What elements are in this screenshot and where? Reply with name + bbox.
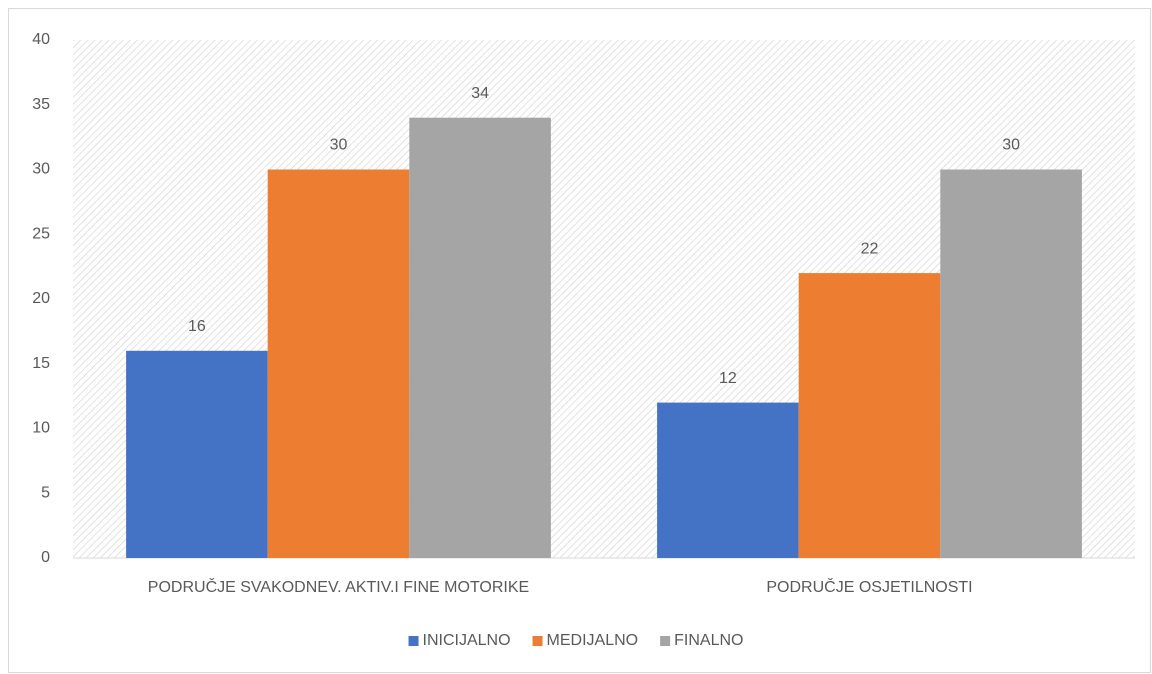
data-label: 22 bbox=[861, 240, 879, 257]
x-tick-label: PODRUČJE OSJETILNOSTI bbox=[766, 577, 972, 596]
bar bbox=[940, 169, 1082, 558]
data-label: 30 bbox=[1002, 137, 1020, 154]
bar bbox=[657, 402, 799, 558]
x-tick-label: PODRUČJE SVAKODNEV. AKTIV.I FINE MOTORIK… bbox=[148, 577, 529, 596]
bar bbox=[126, 350, 268, 558]
data-label: 16 bbox=[188, 318, 206, 335]
y-tick-label: 5 bbox=[41, 484, 50, 501]
y-tick-label: 35 bbox=[32, 96, 50, 113]
y-tick-label: 0 bbox=[41, 549, 50, 566]
y-tick-label: 15 bbox=[32, 355, 50, 372]
y-tick-label: 20 bbox=[32, 290, 50, 307]
legend-label: FINALNO bbox=[674, 632, 743, 649]
data-label: 34 bbox=[471, 85, 489, 102]
y-tick-label: 10 bbox=[32, 420, 50, 437]
legend-label: INICIJALNO bbox=[423, 632, 511, 649]
data-label: 12 bbox=[719, 370, 737, 387]
y-tick-label: 25 bbox=[32, 225, 50, 242]
bar bbox=[267, 169, 410, 558]
legend-swatch bbox=[408, 636, 419, 646]
legend-label: MEDIJALNO bbox=[547, 632, 639, 649]
bar bbox=[409, 117, 551, 558]
chart-border bbox=[8, 8, 1151, 673]
legend-swatch bbox=[532, 636, 543, 646]
y-tick-label: 30 bbox=[32, 161, 50, 178]
bar bbox=[798, 273, 941, 558]
legend-swatch bbox=[660, 636, 671, 646]
data-label: 30 bbox=[330, 137, 348, 154]
y-tick-label: 40 bbox=[32, 31, 50, 48]
